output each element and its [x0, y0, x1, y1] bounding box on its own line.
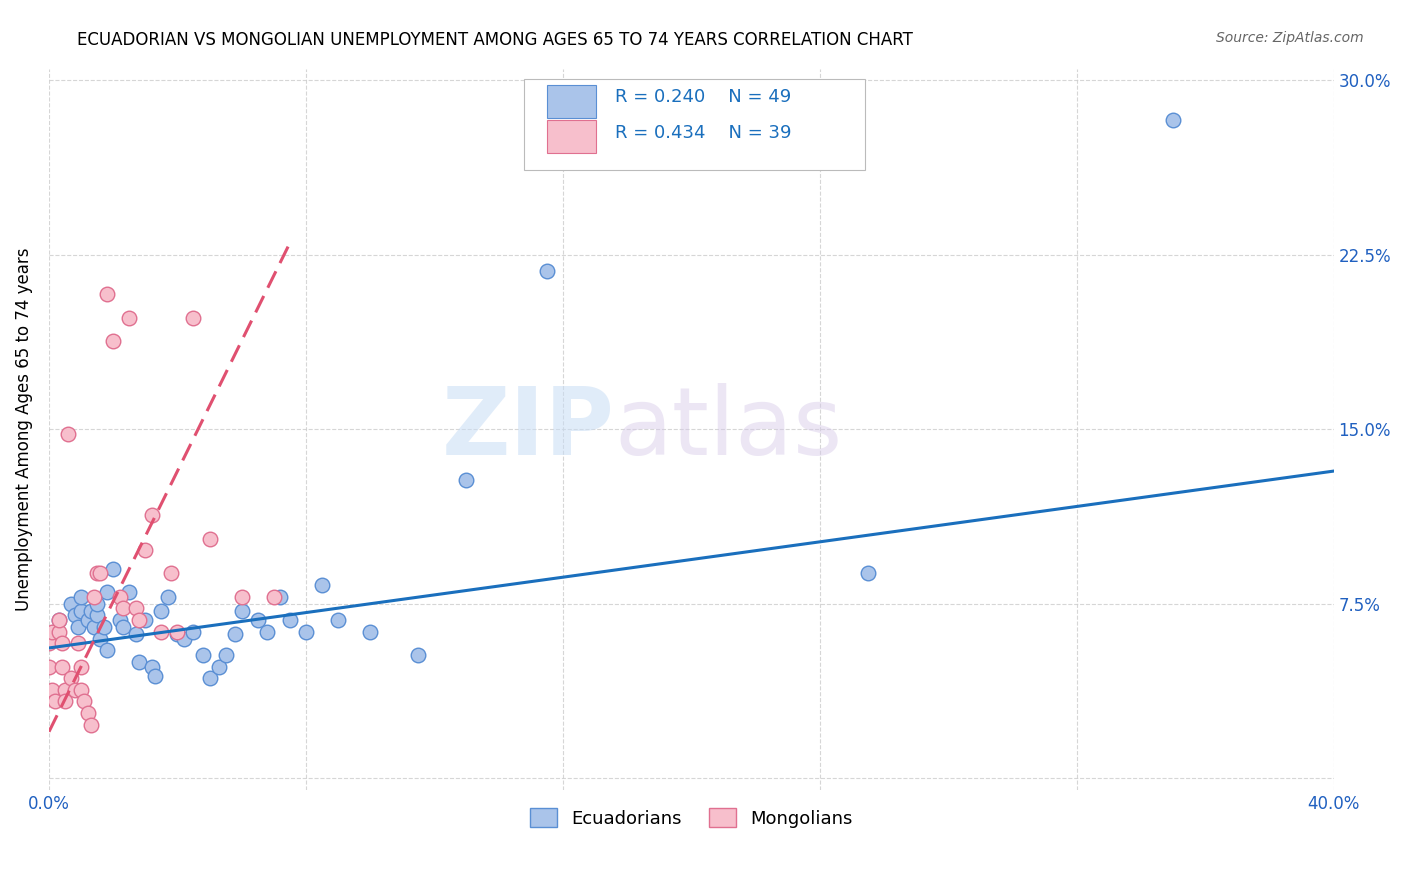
Point	[166, 627, 188, 641]
Point	[160, 566, 183, 581]
Point	[44, 694, 66, 708]
Point	[48, 624, 70, 639]
Text: atlas: atlas	[614, 384, 842, 475]
Point	[124, 627, 146, 641]
Point	[326, 613, 349, 627]
Point	[231, 604, 253, 618]
Point	[76, 706, 98, 720]
Point	[53, 682, 76, 697]
Point	[60, 671, 83, 685]
Point	[166, 624, 188, 639]
Point	[143, 669, 166, 683]
Point	[263, 590, 285, 604]
Point	[89, 632, 111, 646]
Point	[141, 508, 163, 523]
Point	[80, 604, 103, 618]
Point	[156, 590, 179, 604]
Point	[118, 310, 141, 325]
Point	[214, 648, 236, 662]
Point	[150, 624, 173, 639]
Point	[278, 613, 301, 627]
Point	[73, 694, 96, 708]
Point	[183, 310, 205, 325]
Point	[63, 682, 86, 697]
Point	[63, 608, 86, 623]
FancyBboxPatch shape	[524, 79, 865, 169]
Point	[48, 613, 70, 627]
Point	[89, 566, 111, 581]
Text: ECUADORIAN VS MONGOLIAN UNEMPLOYMENT AMONG AGES 65 TO 74 YEARS CORRELATION CHART: ECUADORIAN VS MONGOLIAN UNEMPLOYMENT AMO…	[77, 31, 914, 49]
Point	[208, 659, 231, 673]
Point	[41, 632, 63, 646]
Point	[70, 604, 93, 618]
Point	[48, 613, 70, 627]
Point	[311, 578, 333, 592]
Point	[80, 718, 103, 732]
Point	[141, 659, 163, 673]
Point	[124, 601, 146, 615]
Point	[70, 659, 93, 673]
FancyBboxPatch shape	[547, 85, 596, 118]
Point	[108, 590, 131, 604]
Point	[111, 601, 134, 615]
Point	[96, 643, 118, 657]
Point	[38, 636, 60, 650]
Text: Source: ZipAtlas.com: Source: ZipAtlas.com	[1216, 31, 1364, 45]
Text: R = 0.434    N = 39: R = 0.434 N = 39	[616, 124, 792, 142]
Point	[103, 334, 125, 348]
Point	[198, 532, 221, 546]
Point	[198, 671, 221, 685]
Point	[269, 590, 291, 604]
Point	[41, 682, 63, 697]
Point	[86, 608, 108, 623]
Point	[96, 585, 118, 599]
Point	[70, 590, 93, 604]
Point	[128, 613, 150, 627]
Point	[66, 636, 89, 650]
Point	[66, 620, 89, 634]
Point	[103, 562, 125, 576]
Point	[231, 590, 253, 604]
Point	[83, 620, 105, 634]
Point	[38, 659, 60, 673]
Point	[93, 620, 115, 634]
Point	[108, 613, 131, 627]
Point	[246, 613, 269, 627]
Point	[191, 648, 214, 662]
Point	[134, 543, 156, 558]
Point	[83, 590, 105, 604]
Point	[111, 620, 134, 634]
Point	[456, 474, 478, 488]
Point	[1161, 112, 1184, 127]
Point	[536, 264, 558, 278]
Point	[295, 624, 318, 639]
Point	[406, 648, 429, 662]
Point	[86, 597, 108, 611]
Point	[51, 659, 73, 673]
Point	[51, 636, 73, 650]
Point	[41, 624, 63, 639]
Point	[58, 426, 80, 441]
Point	[183, 624, 205, 639]
Point	[60, 597, 83, 611]
Y-axis label: Unemployment Among Ages 65 to 74 years: Unemployment Among Ages 65 to 74 years	[15, 247, 32, 611]
Point	[134, 613, 156, 627]
Point	[128, 655, 150, 669]
Point	[76, 613, 98, 627]
Point	[359, 624, 381, 639]
Text: ZIP: ZIP	[441, 384, 614, 475]
Text: R = 0.240    N = 49: R = 0.240 N = 49	[616, 88, 792, 106]
Point	[256, 624, 278, 639]
Point	[173, 632, 195, 646]
Point	[86, 566, 108, 581]
Point	[70, 682, 93, 697]
Point	[150, 604, 173, 618]
Legend: Ecuadorians, Mongolians: Ecuadorians, Mongolians	[523, 801, 860, 835]
Point	[118, 585, 141, 599]
Point	[53, 694, 76, 708]
Point	[856, 566, 879, 581]
Point	[96, 287, 118, 301]
Point	[224, 627, 246, 641]
FancyBboxPatch shape	[547, 120, 596, 153]
